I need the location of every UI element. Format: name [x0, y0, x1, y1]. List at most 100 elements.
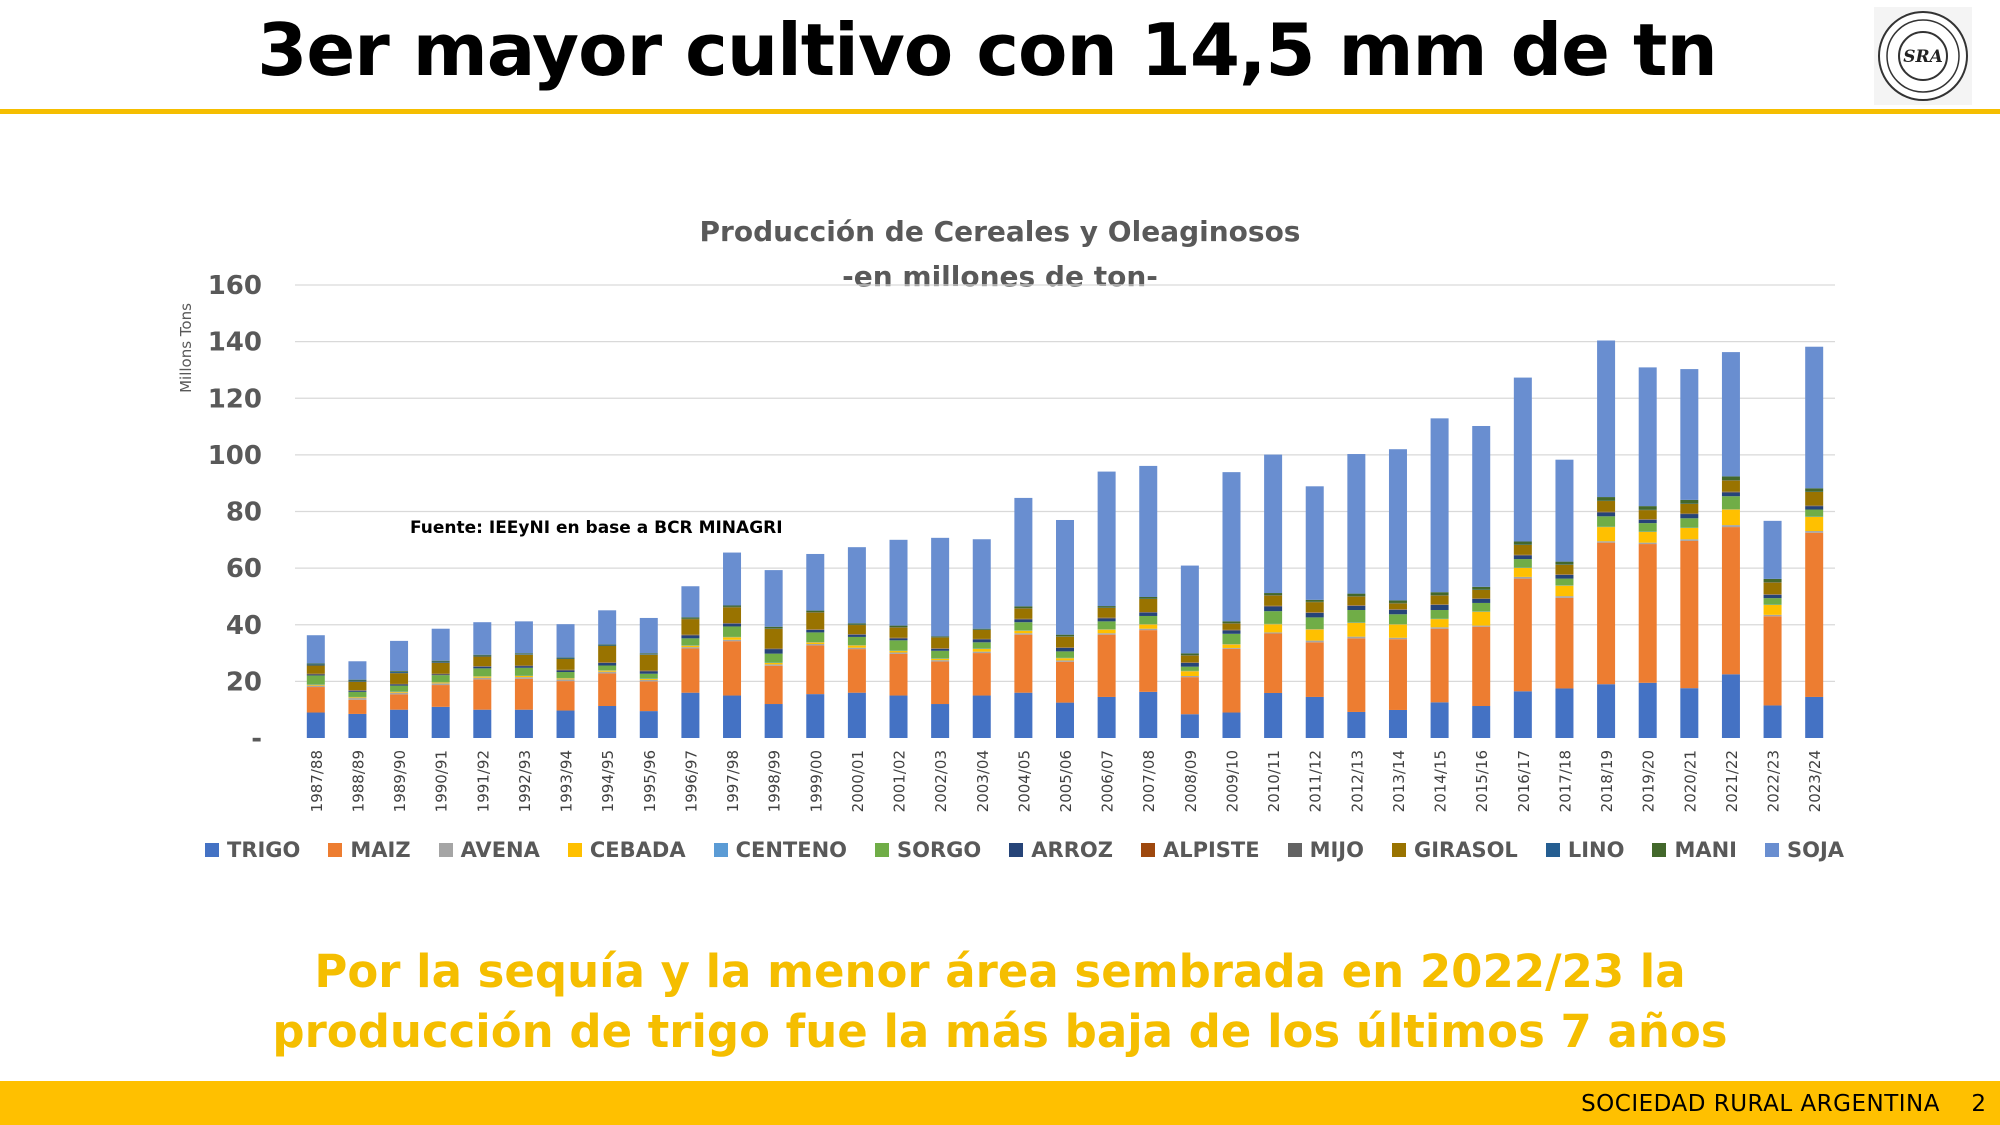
bar-trigo-1988-89: [348, 713, 367, 738]
bar-girasol-2002-03: [931, 637, 950, 649]
bar-mani-1998-99: [764, 626, 783, 629]
bar-maiz-2004-05: [1014, 634, 1033, 693]
x-tick-label: 2009/10: [1223, 750, 1241, 812]
legend-item-alpiste: ALPISTE: [1140, 838, 1260, 862]
bar-girasol-2018-19: [1597, 501, 1616, 512]
bar-girasol-1994-95: [598, 645, 617, 663]
bar-girasol-2015-16: [1472, 589, 1491, 599]
bar-girasol-2017-18: [1555, 564, 1574, 575]
bar-girasol-2013-14: [1388, 603, 1407, 610]
bar-girasol-2020-21: [1680, 503, 1699, 514]
bar-avena-1997-98: [723, 639, 742, 642]
bar-avena-1990-91: [431, 683, 450, 686]
bar-avena-2019-20: [1638, 542, 1657, 545]
bar-mani-2013-14: [1388, 600, 1407, 603]
bar-cebada-2009-10: [1222, 644, 1241, 648]
bar-avena-2009-10: [1222, 647, 1241, 649]
bar-mani-2014-15: [1430, 592, 1449, 596]
legend-swatch: [875, 843, 890, 857]
x-tick-label: 2001/02: [891, 750, 909, 812]
bar-maiz-1987-88: [306, 687, 325, 713]
sra-logo: SRA: [1874, 7, 1972, 105]
bar-maiz-2022-23: [1763, 616, 1782, 706]
bar-cebada-2017-18: [1555, 585, 1574, 597]
bar-sorgo-2007-08: [1139, 615, 1158, 625]
bar-sorgo-1997-98: [723, 626, 742, 637]
bar-avena-1989-90: [390, 692, 409, 695]
bar-cebada-1994-95: [598, 670, 617, 672]
x-tick-label: 2013/14: [1390, 750, 1408, 812]
bar-soja-2017-18: [1555, 459, 1574, 562]
bar-maiz-2020-21: [1680, 540, 1699, 689]
x-axis-ticks: 1987/88 1988/89 1989/90 1990/91 1991/92 1992/…: [308, 750, 1824, 812]
x-tick-label: 1993/94: [558, 750, 576, 812]
bar-girasol-2006-07: [1097, 607, 1116, 618]
y-tick-label: 80: [226, 498, 262, 528]
bar-arroz-2004-05: [1014, 619, 1033, 623]
bar-sorgo-2019-20: [1638, 523, 1657, 532]
bar-avena-2002-03: [931, 660, 950, 662]
bar-girasol-2007-08: [1139, 598, 1158, 613]
legend-swatch: [1140, 843, 1155, 857]
bar-mani-2012-13: [1347, 593, 1366, 597]
bar-cebada-2000-01: [847, 645, 866, 648]
chart-legend: TRIGO MAIZ AVENA CEBADA CENTENO SORGO ARROZ ALP…: [205, 838, 1844, 862]
bar-girasol-2005-06: [1056, 636, 1074, 648]
bar-mani-2017-18: [1555, 561, 1574, 565]
bar-sorgo-2018-19: [1597, 516, 1616, 527]
bar-cebada-2011-12: [1305, 629, 1324, 641]
bar-sorgo-1990-91: [431, 675, 450, 683]
bar-maiz-1991-92: [473, 679, 492, 710]
bar-trigo-2008-09: [1180, 714, 1199, 738]
bar-mani-2021-22: [1721, 476, 1740, 481]
x-tick-label: 2016/17: [1515, 750, 1533, 812]
bar-avena-2022-23: [1763, 614, 1782, 617]
bar-mani-1989-90: [390, 671, 409, 673]
bar-maiz-2009-10: [1222, 648, 1241, 713]
bar-trigo-1989-90: [390, 709, 409, 738]
bar-arroz-2023-24: [1805, 506, 1824, 510]
legend-item-soja: SOJA: [1765, 838, 1844, 862]
bar-girasol-2021-22: [1721, 480, 1740, 492]
x-tick-label: 2011/12: [1307, 750, 1325, 812]
bar-arroz-2013-14: [1388, 609, 1407, 615]
bar-avena-2018-19: [1597, 541, 1616, 543]
bar-avena-1987-88: [306, 685, 325, 688]
bar-avena-2017-18: [1555, 596, 1574, 598]
y-tick-label: 160: [208, 271, 262, 301]
bar-cebada-2018-19: [1597, 527, 1616, 542]
bar-maiz-2001-02: [889, 653, 908, 696]
bar-maiz-2018-19: [1597, 542, 1616, 685]
bar-trigo-2019-20: [1638, 682, 1657, 738]
bar-cebada-2016-17: [1513, 567, 1532, 577]
bar-trigo-2006-07: [1097, 696, 1116, 738]
bar-maiz-2012-13: [1347, 638, 1366, 712]
bar-cebada-1997-98: [723, 637, 742, 640]
bar-trigo-1994-95: [598, 706, 617, 738]
bar-mani-2003-04: [972, 628, 991, 630]
x-tick-label: 2014/15: [1432, 750, 1450, 812]
bar-soja-2009-10: [1222, 472, 1241, 622]
bar-arroz-1991-92: [473, 666, 492, 669]
y-tick-label: 140: [208, 328, 262, 358]
bar-arroz-1997-98: [723, 623, 742, 627]
legend-swatch: [328, 843, 343, 857]
bar-arroz-1992-93: [514, 666, 533, 668]
legend-item-avena: AVENA: [438, 838, 540, 862]
bar-arroz-2006-07: [1097, 618, 1116, 622]
bar-arroz-2001-02: [889, 638, 908, 641]
bar-sorgo-2013-14: [1388, 614, 1407, 625]
bar-sorgo-2012-13: [1347, 610, 1366, 623]
bar-trigo-2001-02: [889, 695, 908, 738]
bar-avena-2021-22: [1721, 525, 1740, 528]
legend-label: ALPISTE: [1162, 838, 1260, 862]
bar-cebada-2004-05: [1014, 630, 1033, 634]
bar-trigo-2015-16: [1472, 706, 1491, 738]
bar-soja-1992-93: [514, 621, 533, 654]
bar-cebada-1998-99: [764, 662, 783, 665]
x-tick-label: 1995/96: [641, 750, 659, 812]
bar-trigo-1999-00: [806, 694, 825, 738]
bar-girasol-2022-23: [1763, 582, 1782, 595]
bar-girasol-1998-99: [764, 628, 783, 649]
x-tick-label: 2021/22: [1723, 750, 1741, 812]
